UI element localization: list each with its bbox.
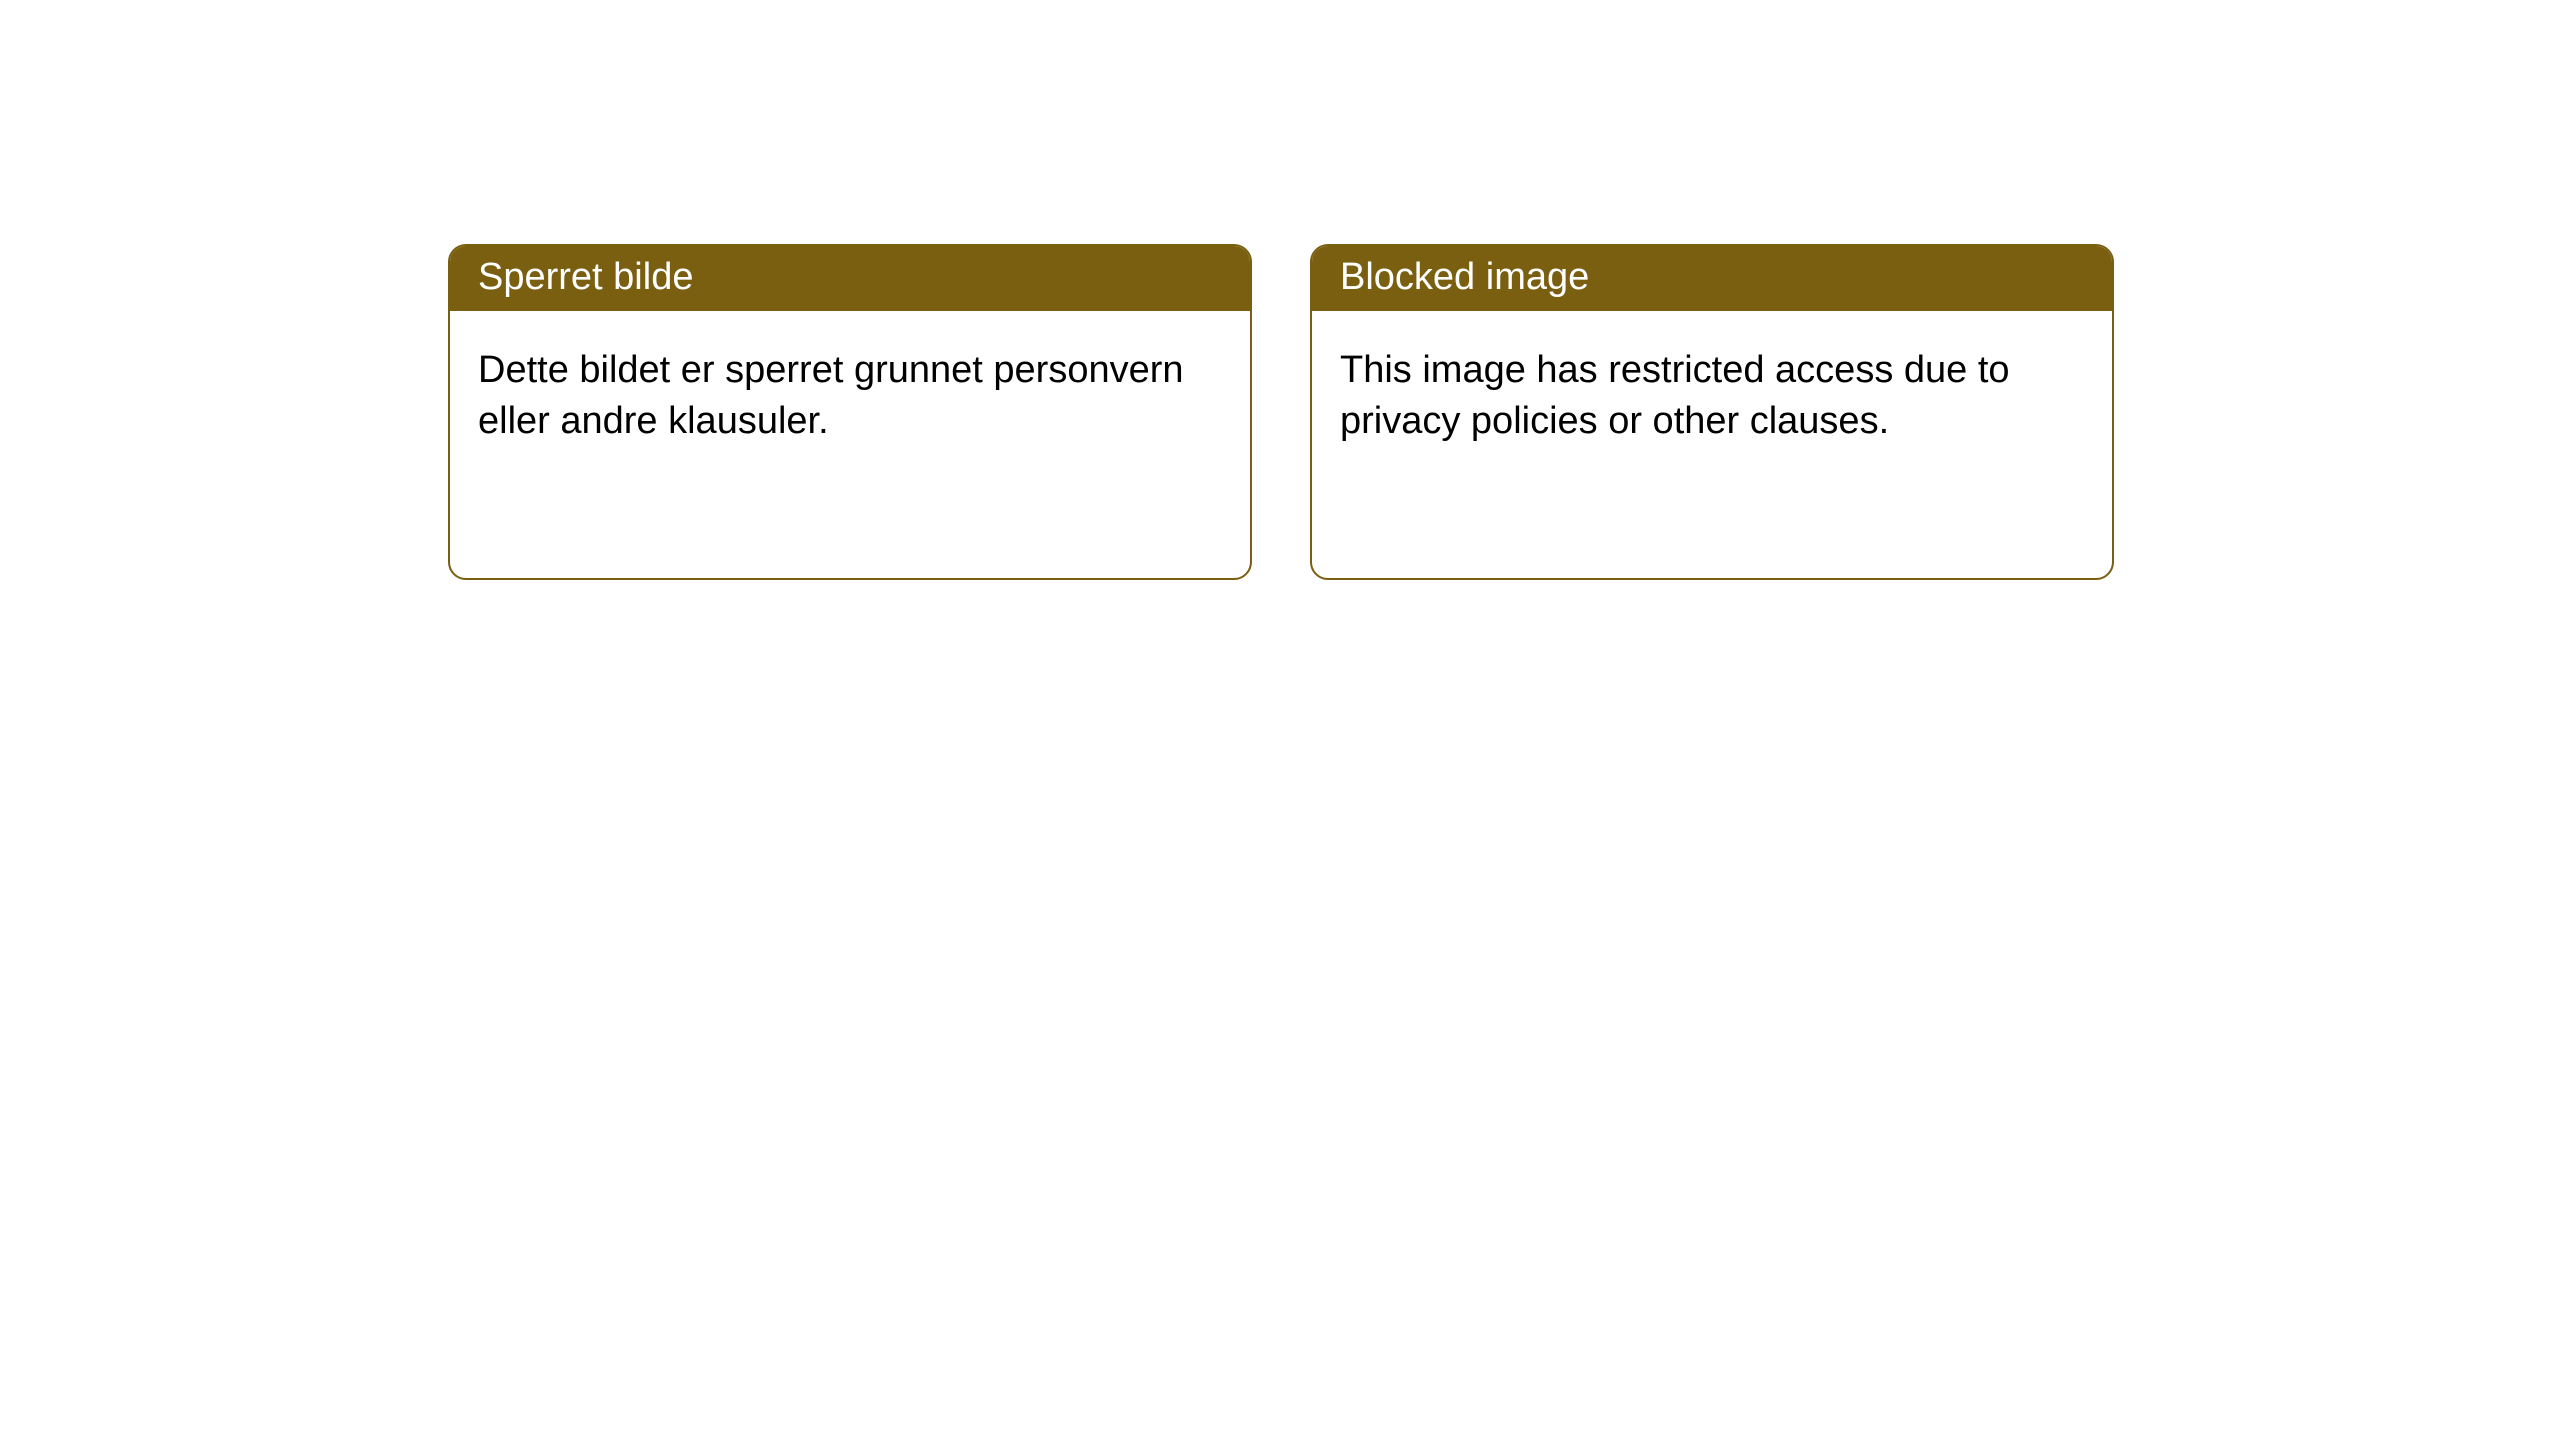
notice-header-en: Blocked image <box>1312 246 2112 311</box>
notice-header-no: Sperret bilde <box>450 246 1250 311</box>
notice-card-en: Blocked image This image has restricted … <box>1310 244 2114 580</box>
notice-body-en: This image has restricted access due to … <box>1312 311 2112 482</box>
notice-container: Sperret bilde Dette bildet er sperret gr… <box>0 0 2560 580</box>
notice-card-no: Sperret bilde Dette bildet er sperret gr… <box>448 244 1252 580</box>
notice-body-no: Dette bildet er sperret grunnet personve… <box>450 311 1250 482</box>
